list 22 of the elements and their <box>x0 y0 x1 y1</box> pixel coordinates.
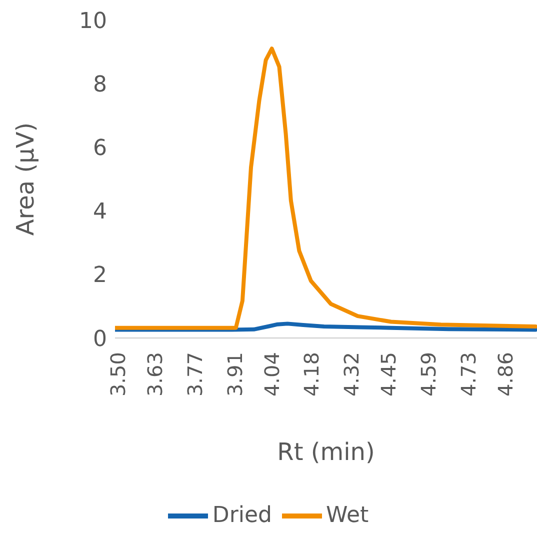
x-tick-label: 4.86 <box>494 352 518 397</box>
legend-label: Wet <box>326 503 369 528</box>
y-tick-label: 2 <box>93 263 107 288</box>
legend-label: Dried <box>212 503 272 528</box>
y-tick-label: 4 <box>93 200 107 225</box>
x-tick-label: 4.04 <box>260 352 284 397</box>
y-tick-label: 0 <box>93 326 107 352</box>
x-tick-label: 3.50 <box>106 352 130 397</box>
line-series <box>115 46 537 330</box>
x-tick-label: 3.77 <box>182 352 207 397</box>
x-tick-label: 3.91 <box>222 352 247 397</box>
x-tick-label: 3.63 <box>142 352 167 397</box>
x-tick-label: 4.59 <box>416 352 441 397</box>
y-tick-label: 10 <box>79 8 107 34</box>
y-tick-label: 8 <box>93 72 107 98</box>
x-axis-title: Rt (min) <box>277 438 375 466</box>
y-tick-label: 6 <box>93 136 107 162</box>
x-tick-label: 4.73 <box>456 352 481 397</box>
x-tick-label: 4.32 <box>340 352 364 397</box>
x-tick-label: 4.45 <box>376 352 401 397</box>
x-tick-label: 4.18 <box>300 352 324 397</box>
y-axis-title: Area (µV) <box>12 122 40 236</box>
